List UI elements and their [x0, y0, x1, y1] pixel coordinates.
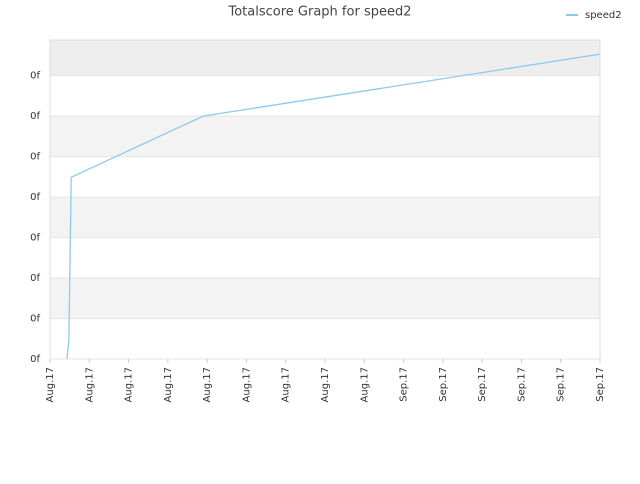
grid-band	[50, 40, 600, 76]
x-tick-label: Sep.17	[477, 367, 488, 402]
x-tick-label: Aug.17	[124, 367, 135, 402]
x-tick-label: Aug.17	[241, 367, 252, 402]
y-tick-label: 0f	[30, 152, 40, 163]
x-tick-label: Sep.17	[595, 367, 606, 402]
y-tick-label: 0f	[30, 354, 40, 365]
grid-band	[50, 197, 600, 238]
y-tick-label: 0f	[30, 314, 40, 325]
grid-band	[50, 278, 600, 319]
x-tick-label: Aug.17	[320, 367, 331, 402]
x-tick-label: Aug.17	[202, 367, 213, 402]
legend-label: speed2	[585, 10, 622, 21]
x-tick-label: Sep.17	[399, 367, 410, 402]
chart-title: Totalscore Graph for speed2	[228, 5, 412, 20]
x-tick-label: Sep.17	[556, 367, 567, 402]
x-tick-label: Aug.17	[45, 367, 56, 402]
x-tick-label: Aug.17	[84, 367, 95, 402]
x-tick-label: Aug.17	[163, 367, 174, 402]
y-tick-label: 0f	[30, 111, 40, 122]
x-tick-label: Aug.17	[359, 367, 370, 402]
y-tick-label: 0f	[30, 273, 40, 284]
line-series	[66, 53, 601, 360]
grid-band	[50, 116, 600, 157]
y-tick-label: 0f	[30, 233, 40, 244]
x-tick-label: Aug.17	[281, 367, 292, 402]
y-tick-label: 0f	[30, 71, 40, 82]
y-tick-label: 0f	[30, 192, 40, 203]
x-tick-label: Sep.17	[516, 367, 527, 402]
x-tick-label: Sep.17	[438, 367, 449, 402]
